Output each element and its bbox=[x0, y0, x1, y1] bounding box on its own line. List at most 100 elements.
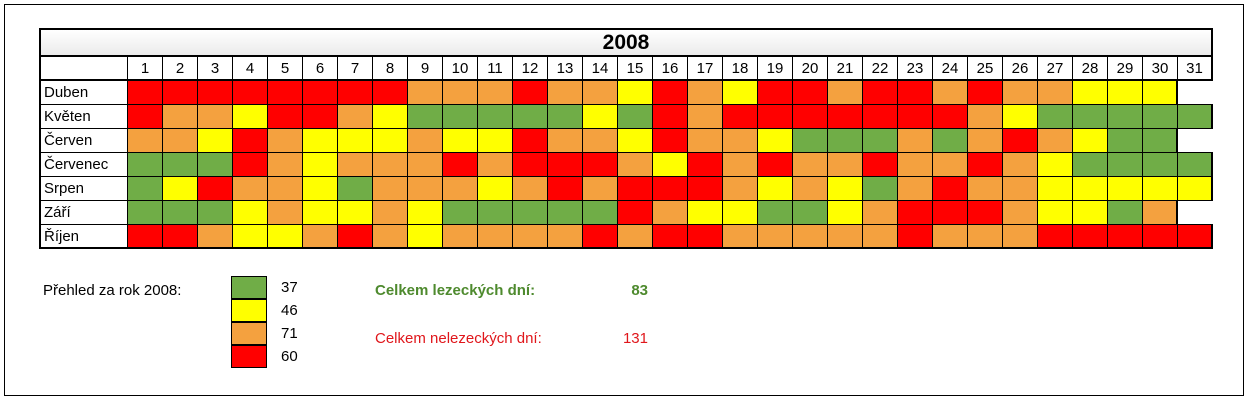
day-header: 7 bbox=[338, 57, 373, 81]
day-cell bbox=[793, 225, 828, 249]
day-cell bbox=[128, 201, 163, 225]
day-cell bbox=[443, 105, 478, 129]
day-cell bbox=[758, 201, 793, 225]
day-cell bbox=[583, 177, 618, 201]
day-cell bbox=[618, 81, 653, 105]
day-cell bbox=[968, 201, 1003, 225]
day-cell bbox=[1108, 225, 1143, 249]
day-cell bbox=[723, 81, 758, 105]
day-cell bbox=[793, 81, 828, 105]
day-cell bbox=[1038, 153, 1073, 177]
day-cell bbox=[128, 105, 163, 129]
day-header: 28 bbox=[1073, 57, 1108, 81]
day-cell bbox=[898, 177, 933, 201]
day-cell bbox=[1073, 153, 1108, 177]
nonclimbing-days-value: 131 bbox=[622, 330, 648, 347]
day-cell bbox=[898, 129, 933, 153]
day-cell bbox=[1178, 153, 1213, 177]
day-cell bbox=[828, 105, 863, 129]
day-header: 21 bbox=[828, 57, 863, 81]
day-cell bbox=[443, 201, 478, 225]
day-cell bbox=[828, 81, 863, 105]
legend: 37 46 71 60 bbox=[231, 275, 298, 368]
day-cell bbox=[373, 153, 408, 177]
legend-count: 60 bbox=[281, 348, 298, 365]
nonclimbing-days-label: Celkem nelezeckých dní: bbox=[375, 330, 542, 347]
day-cell bbox=[268, 81, 303, 105]
day-header: 2 bbox=[163, 57, 198, 81]
header-corner bbox=[41, 57, 128, 81]
day-cell bbox=[758, 129, 793, 153]
day-cell bbox=[933, 153, 968, 177]
day-cell bbox=[1178, 105, 1213, 129]
day-cell bbox=[443, 225, 478, 249]
day-cell bbox=[408, 129, 443, 153]
day-cell bbox=[1143, 153, 1178, 177]
day-cell bbox=[303, 201, 338, 225]
day-cell bbox=[163, 81, 198, 105]
day-cell bbox=[233, 105, 268, 129]
day-header: 3 bbox=[198, 57, 233, 81]
day-cell bbox=[1143, 129, 1178, 153]
day-cell bbox=[198, 129, 233, 153]
day-cell bbox=[1003, 153, 1038, 177]
day-cell bbox=[478, 201, 513, 225]
day-cell bbox=[653, 129, 688, 153]
year-title: 2008 bbox=[39, 28, 1213, 57]
day-cell bbox=[583, 201, 618, 225]
day-cell bbox=[688, 129, 723, 153]
day-cell bbox=[1003, 177, 1038, 201]
day-cell bbox=[1108, 81, 1143, 105]
day-cell bbox=[338, 225, 373, 249]
day-cell bbox=[1108, 105, 1143, 129]
day-cell bbox=[688, 177, 723, 201]
day-cell bbox=[758, 81, 793, 105]
day-cell bbox=[583, 105, 618, 129]
day-cell bbox=[1143, 201, 1178, 225]
day-cell bbox=[303, 129, 338, 153]
legend-swatch bbox=[231, 321, 267, 345]
day-cell bbox=[303, 81, 338, 105]
day-cell bbox=[233, 177, 268, 201]
day-cell bbox=[198, 153, 233, 177]
day-cell bbox=[548, 225, 583, 249]
day-cell bbox=[1038, 129, 1073, 153]
month-label: Duben bbox=[41, 81, 128, 105]
calendar-grid: 1 2 3 4 5 6 7 8 9 10 11 12 13 14 15 16 17 18 19 20 21 22 23 24 2… bbox=[39, 57, 1213, 249]
day-cell bbox=[548, 129, 583, 153]
month-label: Říjen bbox=[41, 225, 128, 249]
day-cell bbox=[268, 153, 303, 177]
day-cell bbox=[198, 201, 233, 225]
day-cell bbox=[443, 129, 478, 153]
day-header: 12 bbox=[513, 57, 548, 81]
day-cell bbox=[548, 153, 583, 177]
day-cell bbox=[618, 201, 653, 225]
month-label: Červen bbox=[41, 129, 128, 153]
day-cell bbox=[513, 129, 548, 153]
day-header: 11 bbox=[478, 57, 513, 81]
day-header: 25 bbox=[968, 57, 1003, 81]
day-cell bbox=[303, 153, 338, 177]
day-cell bbox=[1178, 225, 1213, 249]
day-cell bbox=[233, 129, 268, 153]
day-cell bbox=[828, 129, 863, 153]
day-cell bbox=[898, 153, 933, 177]
day-cell bbox=[198, 177, 233, 201]
day-header: 18 bbox=[723, 57, 758, 81]
day-cell bbox=[653, 105, 688, 129]
day-cell bbox=[863, 105, 898, 129]
day-cell bbox=[723, 153, 758, 177]
day-cell bbox=[898, 105, 933, 129]
day-cell bbox=[828, 153, 863, 177]
day-cell bbox=[863, 81, 898, 105]
day-header: 8 bbox=[373, 57, 408, 81]
day-cell bbox=[618, 153, 653, 177]
day-cell bbox=[1003, 81, 1038, 105]
day-cell bbox=[233, 153, 268, 177]
day-header: 23 bbox=[898, 57, 933, 81]
day-cell bbox=[863, 225, 898, 249]
day-cell bbox=[1143, 105, 1178, 129]
day-cell bbox=[268, 177, 303, 201]
day-cell bbox=[128, 81, 163, 105]
day-cell bbox=[478, 225, 513, 249]
